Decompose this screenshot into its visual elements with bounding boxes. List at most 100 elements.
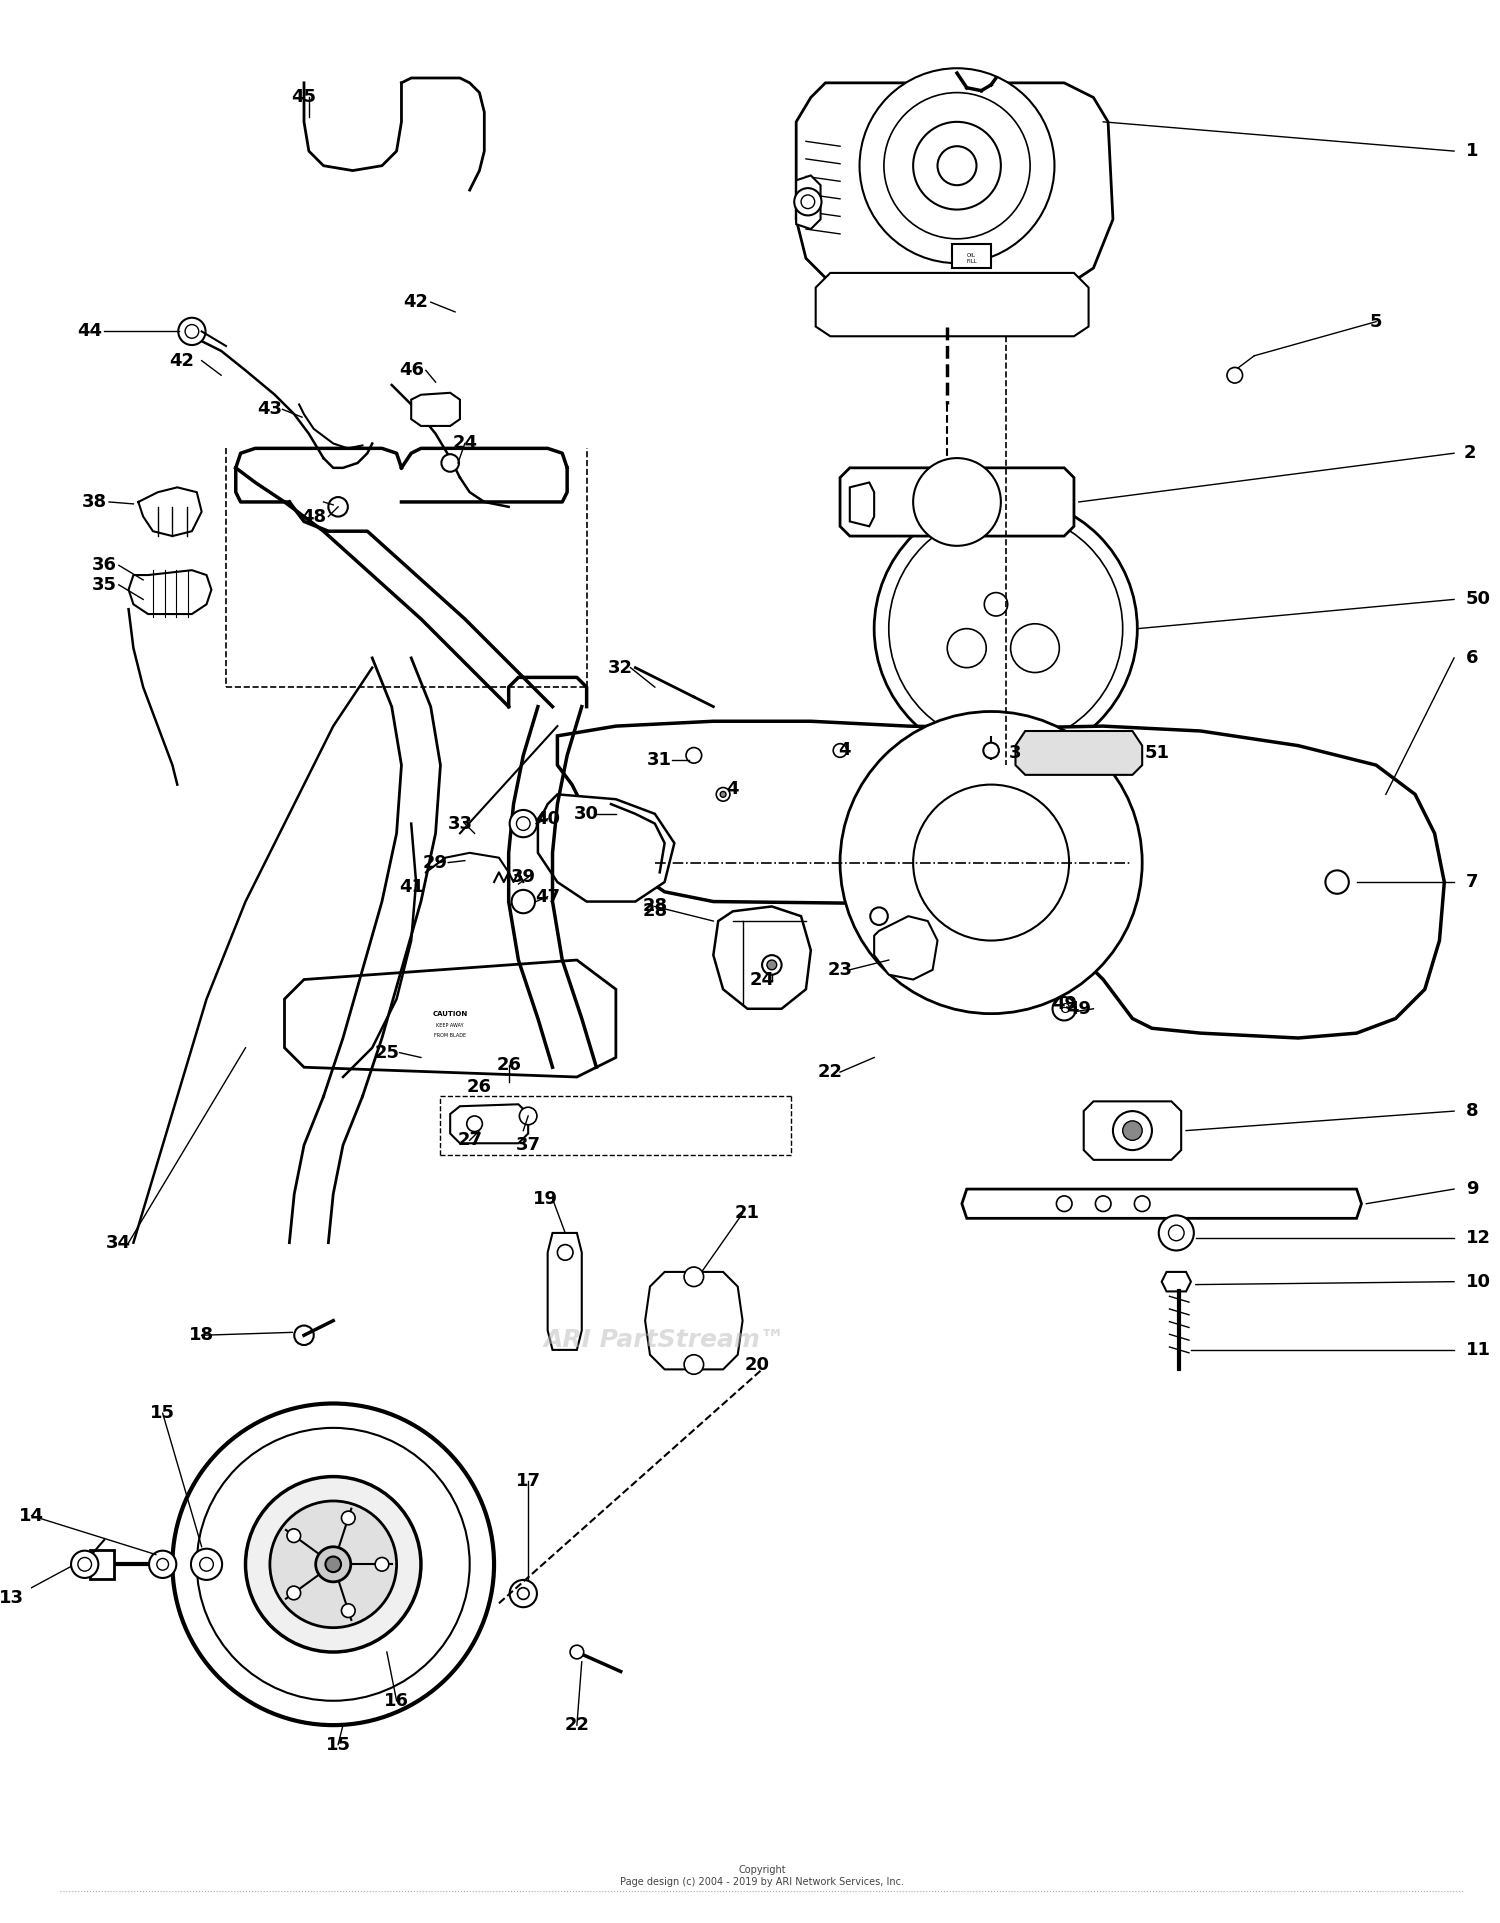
Text: 16: 16	[384, 1692, 410, 1710]
Circle shape	[859, 67, 1054, 263]
Text: 26: 26	[496, 1056, 520, 1075]
Text: 50: 50	[1466, 590, 1491, 608]
Text: Copyright
Page design (c) 2004 - 2019 by ARI Network Services, Inc.: Copyright Page design (c) 2004 - 2019 by…	[620, 1865, 904, 1886]
Circle shape	[70, 1550, 99, 1579]
Text: 27: 27	[458, 1131, 482, 1150]
Text: 23: 23	[828, 962, 852, 979]
Circle shape	[1134, 1196, 1150, 1211]
Circle shape	[1011, 623, 1059, 673]
Circle shape	[516, 817, 530, 831]
Text: 47: 47	[536, 888, 560, 906]
Polygon shape	[816, 273, 1089, 337]
Circle shape	[948, 629, 986, 667]
Circle shape	[870, 908, 888, 925]
Polygon shape	[796, 83, 1113, 288]
Circle shape	[984, 742, 999, 758]
Text: ARI PartStream™: ARI PartStream™	[543, 1329, 786, 1352]
Polygon shape	[1016, 731, 1142, 775]
Circle shape	[246, 1477, 422, 1652]
Circle shape	[78, 1558, 92, 1571]
Circle shape	[884, 92, 1031, 238]
Text: 37: 37	[516, 1136, 540, 1154]
Polygon shape	[538, 794, 675, 902]
Text: 4: 4	[839, 742, 850, 760]
Circle shape	[519, 1108, 537, 1125]
Circle shape	[441, 454, 459, 471]
Text: 22: 22	[818, 1063, 843, 1081]
Text: FROM BLADE: FROM BLADE	[433, 1033, 466, 1038]
Text: 3: 3	[1010, 744, 1022, 762]
Circle shape	[512, 890, 536, 913]
Text: 28: 28	[642, 902, 668, 921]
Text: 31: 31	[646, 752, 672, 769]
Bar	[952, 244, 992, 267]
Polygon shape	[548, 1233, 582, 1350]
Circle shape	[1160, 1215, 1194, 1250]
Text: 49: 49	[1066, 1000, 1092, 1017]
Polygon shape	[714, 906, 812, 1010]
Text: 34: 34	[106, 1235, 132, 1252]
Text: 48: 48	[302, 508, 327, 525]
Text: 10: 10	[1466, 1273, 1491, 1290]
Circle shape	[315, 1546, 351, 1583]
Circle shape	[184, 325, 198, 338]
Circle shape	[914, 785, 1070, 940]
Circle shape	[158, 1558, 168, 1571]
Text: 42: 42	[404, 292, 429, 312]
Circle shape	[172, 1404, 494, 1725]
Circle shape	[375, 1558, 388, 1571]
Text: 46: 46	[399, 362, 423, 379]
Circle shape	[720, 792, 726, 798]
Text: 14: 14	[18, 1506, 44, 1525]
Circle shape	[717, 788, 730, 802]
Text: 32: 32	[609, 660, 633, 677]
Circle shape	[510, 810, 537, 837]
Text: Θ: Θ	[1059, 1002, 1070, 1015]
Text: 25: 25	[375, 1044, 399, 1061]
Text: 8: 8	[1466, 1102, 1479, 1119]
Polygon shape	[796, 175, 820, 229]
Text: FILL: FILL	[966, 260, 976, 263]
Circle shape	[1227, 367, 1242, 383]
Circle shape	[1113, 1111, 1152, 1150]
Circle shape	[326, 1556, 340, 1573]
Text: 11: 11	[1466, 1340, 1491, 1360]
Circle shape	[200, 1558, 213, 1571]
Polygon shape	[285, 960, 616, 1077]
Polygon shape	[129, 571, 212, 613]
Circle shape	[914, 121, 1001, 210]
Text: 29: 29	[423, 854, 448, 871]
Circle shape	[801, 194, 814, 208]
Circle shape	[558, 1244, 573, 1260]
Circle shape	[890, 512, 1122, 746]
Text: 33: 33	[447, 815, 472, 833]
Text: 24: 24	[750, 971, 774, 988]
Circle shape	[342, 1604, 355, 1617]
Polygon shape	[645, 1271, 742, 1369]
Circle shape	[914, 458, 1001, 546]
Circle shape	[1326, 871, 1348, 894]
Text: 42: 42	[170, 352, 195, 369]
Text: 22: 22	[564, 1715, 590, 1735]
Text: 9: 9	[1466, 1181, 1479, 1198]
Circle shape	[762, 956, 782, 975]
Text: 12: 12	[1466, 1229, 1491, 1246]
Text: 35: 35	[92, 575, 117, 594]
Circle shape	[196, 1429, 470, 1700]
Circle shape	[286, 1586, 300, 1600]
Polygon shape	[558, 721, 1444, 1038]
Circle shape	[270, 1502, 396, 1627]
Circle shape	[1122, 1121, 1142, 1140]
Polygon shape	[1161, 1271, 1191, 1292]
Text: 41: 41	[399, 879, 423, 896]
Circle shape	[794, 188, 822, 215]
Circle shape	[286, 1529, 300, 1542]
Circle shape	[938, 146, 976, 185]
Polygon shape	[90, 1550, 114, 1579]
Text: 26: 26	[466, 1077, 492, 1096]
Text: 2: 2	[1464, 444, 1476, 462]
Circle shape	[466, 1115, 483, 1131]
Text: 15: 15	[150, 1404, 176, 1423]
Text: 51: 51	[1144, 744, 1170, 762]
Text: 30: 30	[574, 806, 598, 823]
